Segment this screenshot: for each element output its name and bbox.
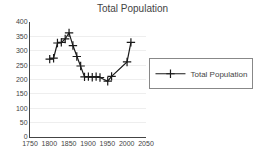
svg-text:Total Population: Total Population <box>190 70 247 79</box>
svg-text:300: 300 <box>16 47 28 54</box>
svg-text:1750: 1750 <box>22 140 38 147</box>
svg-text:50: 50 <box>20 119 28 126</box>
svg-text:250: 250 <box>16 62 28 69</box>
svg-text:100: 100 <box>16 105 28 112</box>
svg-text:200: 200 <box>16 76 28 83</box>
svg-text:1800: 1800 <box>42 140 58 147</box>
svg-text:1950: 1950 <box>100 140 116 147</box>
svg-text:2050: 2050 <box>138 140 154 147</box>
svg-text:0: 0 <box>24 133 28 140</box>
svg-text:1850: 1850 <box>61 140 77 147</box>
svg-text:400: 400 <box>16 18 28 25</box>
svg-text:150: 150 <box>16 90 28 97</box>
svg-text:1900: 1900 <box>80 140 96 147</box>
svg-text:Total Population: Total Population <box>97 3 168 14</box>
svg-text:2000: 2000 <box>119 140 135 147</box>
svg-text:350: 350 <box>16 33 28 40</box>
